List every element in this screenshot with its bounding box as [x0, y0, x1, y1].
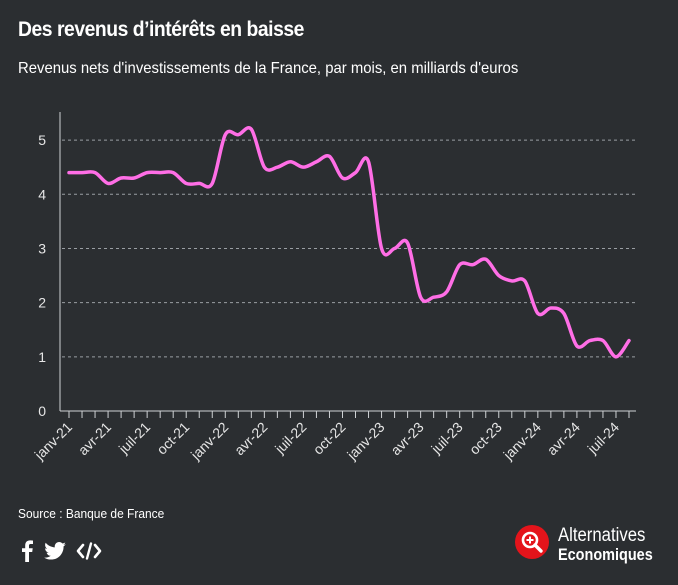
axes: [59, 112, 636, 412]
x-tick-label: janv-24: [499, 419, 544, 464]
share-bar: [20, 540, 102, 567]
line-chart: 0 1 2 3 4 5 janv-21 avr-21 juil-21 oct-21janv-22…: [31, 112, 636, 464]
x-tick-label: oct-21: [153, 419, 192, 458]
x-tick-label: janv-23: [343, 419, 388, 464]
x-tick-label: avr-24: [544, 419, 584, 459]
x-tick-label: avr-23: [387, 419, 427, 459]
series-group: [67, 126, 631, 359]
embed-icon[interactable]: [76, 542, 102, 565]
y-axis-ticks: 0 1 2 3 4 5: [38, 132, 46, 419]
y-tick-label: 0: [38, 403, 46, 419]
magnifier-logo-icon: [514, 524, 550, 565]
x-tick-label: janv-21: [31, 419, 76, 464]
x-tick-label: oct-22: [310, 419, 349, 458]
source-note: Source : Banque de France: [18, 506, 165, 521]
series-line: [67, 126, 631, 359]
y-tick-label: 5: [38, 132, 46, 148]
x-tick-label: oct-23: [466, 419, 505, 458]
x-tick-label: avr-22: [231, 419, 271, 459]
x-tick-label: juil-21: [115, 419, 154, 458]
logo-line2: Economiques: [558, 544, 653, 564]
x-tick-label: juil-24: [584, 419, 623, 458]
y-tick-label: 2: [38, 295, 46, 311]
y-tick-label: 4: [38, 186, 46, 202]
chart-subtitle: Revenus nets d'investissements de la Fra…: [18, 60, 519, 77]
y-tick-label: 3: [38, 240, 46, 256]
chart-title: Des revenus d’intérêts en baisse: [18, 18, 304, 41]
x-tick-label: janv-22: [187, 419, 232, 464]
x-tick-label: avr-21: [75, 419, 115, 459]
x-tick-label: juil-23: [427, 419, 466, 458]
brand-logo[interactable]: Alternatives Economiques: [514, 524, 669, 565]
y-tick-label: 1: [38, 349, 46, 365]
facebook-icon[interactable]: [20, 540, 34, 567]
twitter-icon[interactable]: [44, 542, 66, 565]
logo-line1: Alternatives: [558, 524, 646, 546]
x-tick-label: juil-22: [271, 419, 310, 458]
